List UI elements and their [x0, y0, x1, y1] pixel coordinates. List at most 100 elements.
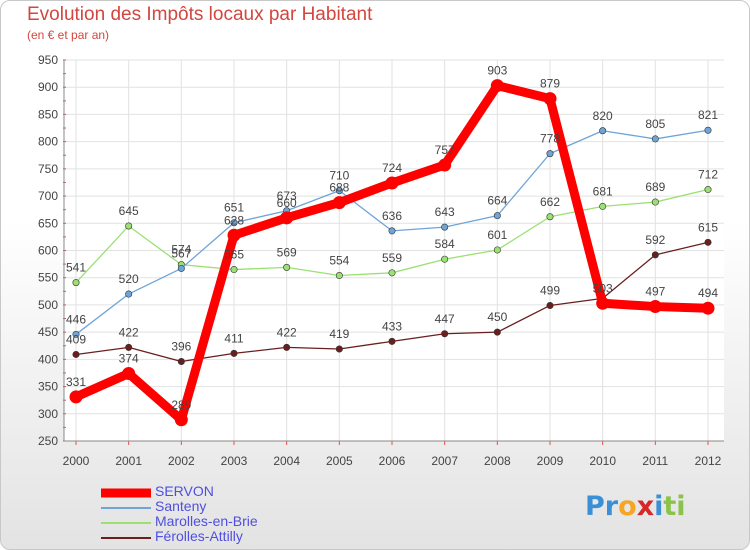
data-label-marolles-en-brie: 541 — [66, 261, 86, 275]
data-label-f-rolles-attilly: 615 — [698, 220, 718, 234]
data-label-servon: 494 — [698, 286, 718, 300]
data-point-f-rolles-attilly — [283, 343, 291, 351]
data-point-f-rolles-attilly — [72, 350, 80, 358]
data-label-marolles-en-brie: 584 — [435, 237, 455, 251]
data-label-f-rolles-attilly: 411 — [224, 331, 243, 345]
data-point-marolles-en-brie — [441, 255, 449, 263]
data-point-servon — [332, 196, 346, 210]
x-tick-label: 2011 — [642, 454, 668, 468]
logo-letter: i — [676, 491, 686, 522]
y-tick-label: 400 — [38, 352, 58, 366]
y-tick-label: 550 — [38, 271, 58, 285]
data-point-f-rolles-attilly — [704, 238, 712, 246]
data-point-marolles-en-brie — [546, 213, 554, 221]
y-tick-label: 650 — [38, 216, 58, 230]
y-tick-label: 350 — [38, 380, 58, 394]
y-tick-label: 600 — [38, 244, 58, 258]
data-label-santeny: 567 — [171, 246, 191, 260]
data-point-marolles-en-brie — [388, 269, 396, 277]
data-point-santeny — [441, 223, 449, 231]
legend-swatch — [101, 488, 151, 497]
data-point-santeny — [546, 150, 554, 158]
legend-label: SERVON — [155, 483, 214, 499]
data-label-santeny: 643 — [435, 205, 455, 219]
data-point-servon — [227, 228, 241, 242]
data-point-servon — [69, 390, 83, 404]
y-tick-label: 900 — [38, 80, 58, 94]
data-point-servon — [490, 79, 504, 93]
data-label-servon: 724 — [382, 161, 402, 175]
y-tick-label: 250 — [38, 434, 58, 448]
data-label-santeny: 636 — [382, 209, 402, 223]
x-tick-label: 2008 — [484, 454, 511, 468]
data-label-servon: 879 — [540, 77, 560, 91]
data-point-f-rolles-attilly — [177, 358, 185, 366]
data-point-servon — [122, 367, 136, 381]
data-label-servon: 331 — [66, 375, 86, 389]
data-label-santeny: 820 — [593, 109, 613, 123]
data-label-f-rolles-attilly: 447 — [435, 312, 455, 326]
data-point-marolles-en-brie — [72, 279, 80, 287]
data-label-santeny: 520 — [119, 272, 139, 286]
data-label-santeny: 651 — [224, 201, 244, 215]
chart-subtitle: (en € et par an) — [27, 28, 110, 42]
data-point-marolles-en-brie — [283, 263, 291, 271]
x-tick-label: 2005 — [326, 454, 353, 468]
x-tick-label: 2002 — [168, 454, 195, 468]
data-label-santeny: 778 — [540, 132, 560, 146]
data-point-santeny — [335, 187, 343, 195]
logo-letter: x — [636, 491, 655, 522]
data-label-marolles-en-brie: 689 — [645, 180, 665, 194]
data-point-santeny — [230, 219, 238, 227]
data-label-marolles-en-brie: 565 — [224, 248, 244, 262]
data-label-servon: 903 — [487, 64, 507, 78]
data-label-f-rolles-attilly: 433 — [382, 319, 402, 333]
data-point-marolles-en-brie — [651, 198, 659, 206]
data-label-marolles-en-brie: 569 — [277, 245, 297, 259]
legend-label: Marolles-en-Brie — [155, 513, 258, 529]
legend-swatch — [101, 506, 151, 509]
data-label-santeny: 821 — [698, 108, 718, 122]
data-label-marolles-en-brie: 712 — [698, 168, 718, 182]
data-label-marolles-en-brie: 681 — [593, 184, 613, 198]
logo-letter: P — [585, 491, 605, 522]
data-point-marolles-en-brie — [335, 272, 343, 280]
y-tick-label: 850 — [38, 107, 58, 121]
data-point-servon — [701, 301, 715, 315]
x-tick-label: 2000 — [63, 454, 90, 468]
data-point-marolles-en-brie — [704, 186, 712, 194]
y-tick-label: 500 — [38, 298, 58, 312]
data-point-f-rolles-attilly — [230, 349, 238, 357]
data-point-marolles-en-brie — [125, 222, 133, 230]
legend-swatch — [101, 521, 151, 524]
data-label-santeny: 673 — [277, 189, 297, 203]
data-point-f-rolles-attilly — [125, 343, 133, 351]
x-tick-label: 2003 — [221, 454, 248, 468]
data-point-f-rolles-attilly — [651, 251, 659, 259]
x-tick-label: 2009 — [537, 454, 564, 468]
x-tick-label: 2010 — [589, 454, 616, 468]
data-label-f-rolles-attilly: 450 — [487, 310, 507, 324]
data-label-marolles-en-brie: 559 — [382, 251, 402, 265]
data-point-servon — [385, 176, 399, 190]
data-point-santeny — [599, 127, 607, 135]
data-point-f-rolles-attilly — [546, 301, 554, 309]
x-tick-label: 2007 — [431, 454, 458, 468]
data-point-marolles-en-brie — [493, 246, 501, 254]
y-tick-label: 700 — [38, 189, 58, 203]
chart-title: Evolution des Impôts locaux par Habitant — [27, 4, 373, 25]
data-point-f-rolles-attilly — [493, 328, 501, 336]
proxiti-logo: Proxiti — [585, 491, 686, 522]
logo-letter: o — [618, 491, 637, 522]
legend-label: Santeny — [155, 498, 207, 514]
y-tick-label: 750 — [38, 162, 58, 176]
data-point-santeny — [72, 330, 80, 338]
data-point-servon — [648, 300, 662, 314]
data-point-marolles-en-brie — [230, 266, 238, 274]
data-label-servon: 503 — [593, 281, 613, 295]
x-tick-label: 2004 — [273, 454, 300, 468]
data-label-santeny: 446 — [66, 312, 86, 326]
data-point-f-rolles-attilly — [388, 337, 396, 345]
